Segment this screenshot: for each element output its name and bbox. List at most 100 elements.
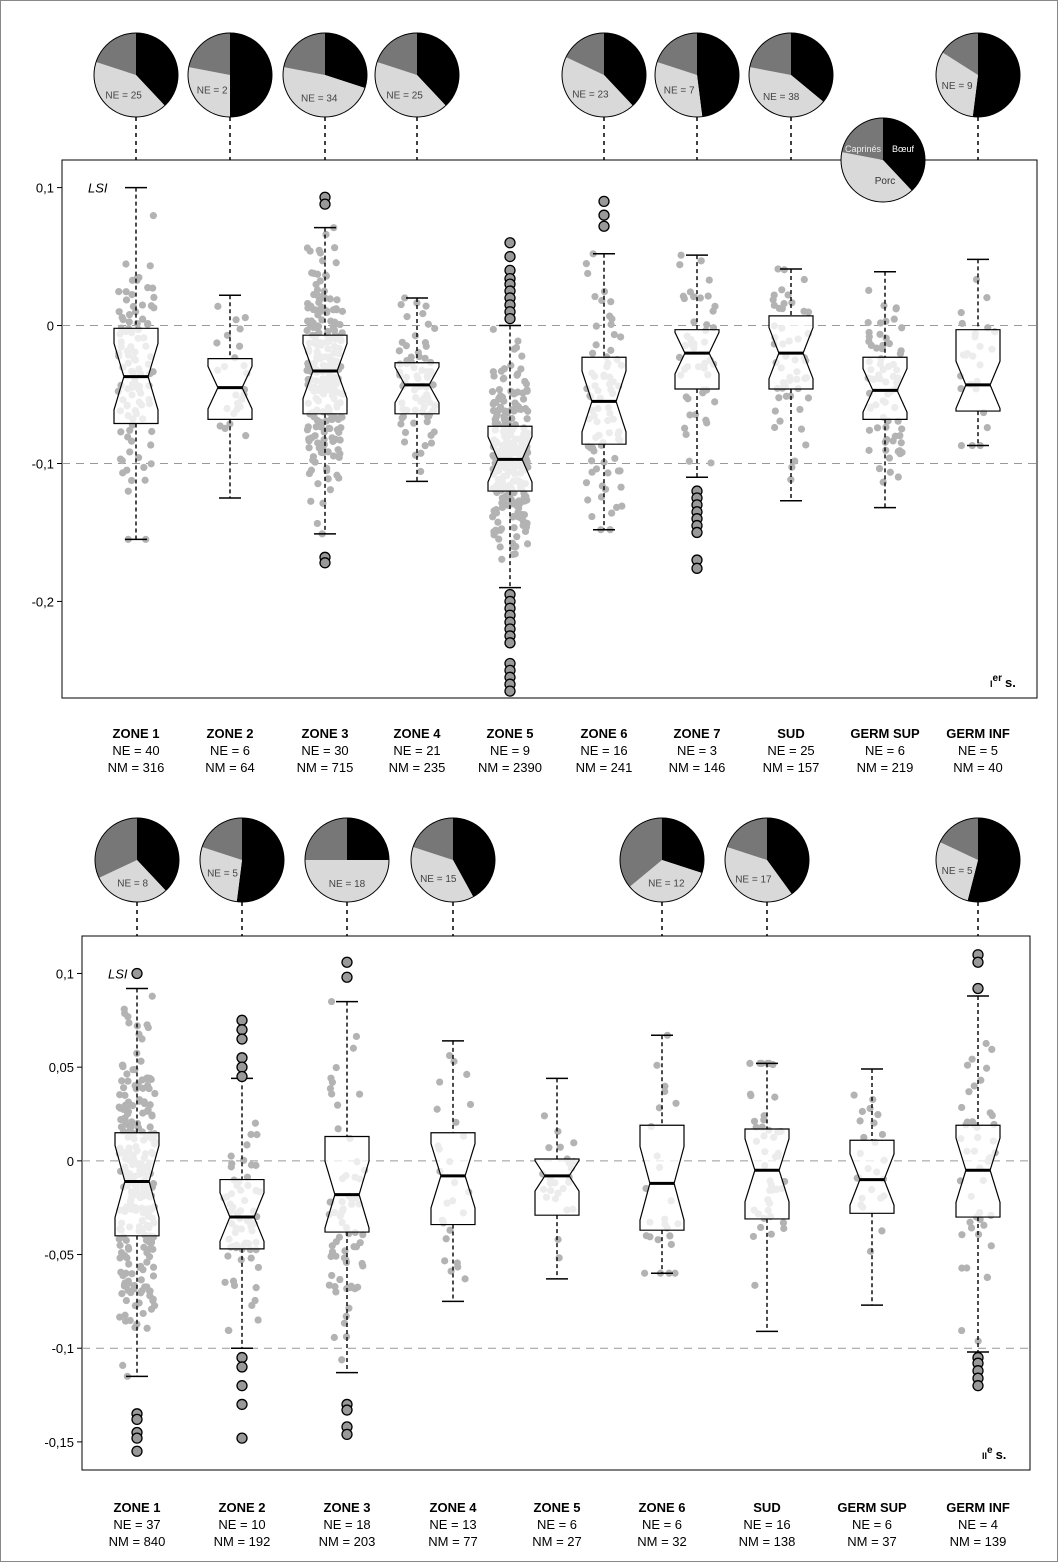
- data-point: [431, 324, 439, 333]
- pie-slice-boeuf: [662, 818, 704, 873]
- pie-slice-boeuf: [791, 33, 833, 102]
- outlier-point: [236, 1024, 248, 1036]
- data-point: [359, 1231, 367, 1239]
- data-point: [507, 361, 515, 370]
- data-point: [495, 386, 503, 394]
- data-point: [148, 427, 156, 436]
- legend-slice-caprines: [841, 117, 883, 160]
- data-point: [957, 309, 965, 317]
- data-point: [514, 337, 522, 345]
- data-point: [705, 276, 713, 284]
- pie-outline: [748, 32, 834, 118]
- data-point: [139, 1309, 147, 1318]
- pie-outline: [561, 32, 647, 118]
- data-point: [333, 471, 341, 479]
- data-point: [149, 212, 157, 220]
- outlier-point: [236, 1380, 248, 1392]
- pie-label: NE = 9: [942, 81, 973, 92]
- data-point: [522, 523, 531, 531]
- data-point: [332, 1288, 340, 1296]
- data-point: [584, 496, 592, 504]
- group-ne: NE = 18: [323, 1517, 370, 1532]
- data-point: [124, 1243, 132, 1252]
- notched-box: [955, 329, 1001, 412]
- pie-label: NE = 2: [197, 86, 228, 97]
- data-point: [697, 257, 705, 265]
- data-point: [315, 296, 324, 304]
- pie-chart-2: NE = 2: [187, 32, 273, 118]
- data-point: [686, 411, 694, 419]
- pie-slice-caprines: [413, 818, 453, 860]
- group-2: NE = 5 ZONE 2 NE = 10 NM = 192: [199, 817, 285, 1549]
- data-point: [397, 301, 405, 309]
- pie-slice-caprines: [942, 33, 978, 75]
- data-point: [774, 265, 782, 273]
- pie-slice-boeuf: [697, 33, 740, 117]
- data-point: [896, 432, 904, 440]
- data-point: [121, 1252, 129, 1260]
- group-3: NE = 34 ZONE 3 NE = 30 NM = 715: [282, 32, 368, 775]
- data-point: [151, 1089, 159, 1098]
- data-point: [329, 323, 337, 331]
- data-point: [556, 1143, 564, 1151]
- outlier-point: [341, 1428, 353, 1441]
- data-point: [304, 317, 312, 325]
- data-point: [140, 1243, 148, 1251]
- group-nm: NM = 77: [428, 1534, 478, 1549]
- data-point: [894, 473, 902, 481]
- data-point: [322, 271, 330, 279]
- group-ne: NE = 6: [642, 1517, 682, 1532]
- data-point: [146, 1287, 154, 1295]
- data-point: [214, 302, 222, 310]
- data-point: [865, 446, 873, 454]
- data-point: [333, 296, 341, 304]
- data-point: [120, 1005, 128, 1013]
- group-ne: NE = 13: [429, 1517, 476, 1532]
- data-point: [242, 432, 250, 440]
- outlier-point: [972, 956, 984, 968]
- pie-chart-7: NE = 17: [724, 817, 810, 903]
- pie-slice-porc: [725, 847, 792, 903]
- data-point: [124, 433, 132, 441]
- data-point: [779, 1219, 788, 1227]
- data-point: [137, 1057, 145, 1065]
- data-point: [115, 1103, 123, 1111]
- data-point: [776, 417, 784, 425]
- data-point: [116, 1241, 124, 1249]
- data-point: [129, 1102, 137, 1110]
- group-name: GERM INF: [946, 726, 1010, 741]
- data-point: [401, 428, 410, 437]
- data-point: [509, 550, 517, 559]
- data-point: [750, 1117, 759, 1125]
- data-point: [349, 1044, 357, 1052]
- outlier-point: [341, 971, 353, 983]
- pie-label: NE = 12: [648, 879, 685, 890]
- data-point: [958, 1103, 966, 1112]
- data-point: [889, 437, 897, 445]
- data-point: [119, 1061, 127, 1069]
- pie-slice-porc: [936, 842, 978, 901]
- data-point: [498, 393, 507, 401]
- data-point: [490, 528, 498, 536]
- data-point: [512, 543, 520, 551]
- data-point: [253, 1131, 261, 1139]
- data-point: [123, 1070, 131, 1078]
- data-point: [342, 1333, 351, 1341]
- data-point: [616, 467, 624, 475]
- data-point: [352, 1243, 361, 1251]
- data-point: [307, 466, 316, 474]
- pie-slice-caprines: [95, 818, 137, 878]
- data-point: [140, 463, 148, 472]
- data-point: [254, 1263, 263, 1272]
- group-nm: NM = 203: [319, 1534, 376, 1549]
- data-point: [492, 413, 500, 421]
- data-point: [235, 342, 244, 350]
- group-6: NE = 12 ZONE 6 NE = 6 NM = 32: [619, 817, 705, 1549]
- group-nm: NM = 37: [847, 1534, 897, 1549]
- data-point: [747, 1092, 755, 1100]
- group-name: ZONE 4: [430, 1500, 478, 1515]
- notched-box: [219, 1178, 265, 1250]
- data-point: [892, 304, 900, 312]
- data-point: [433, 1105, 441, 1113]
- data-point: [489, 368, 497, 376]
